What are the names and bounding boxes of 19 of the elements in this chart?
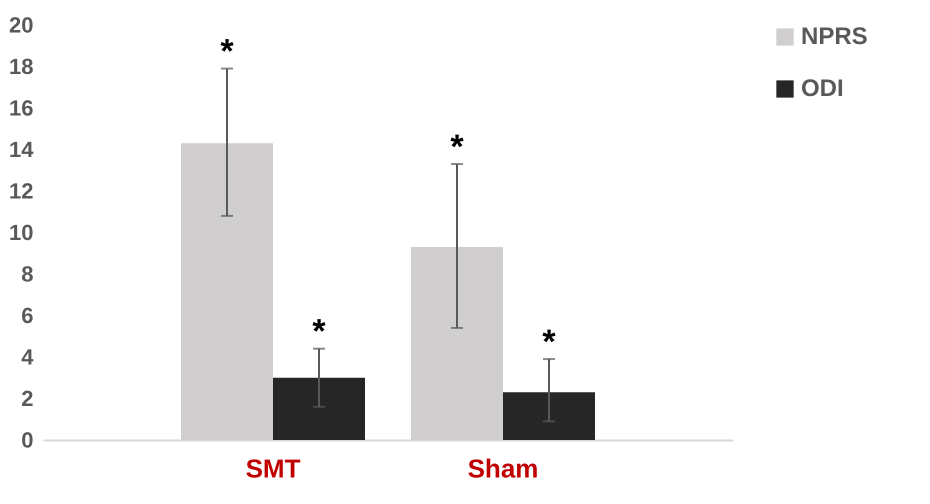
annotation: * <box>542 323 556 362</box>
y-tick-label: 8 <box>21 262 34 286</box>
y-tick-label: 16 <box>9 96 34 120</box>
y-tick-label: 18 <box>9 54 34 79</box>
x-tick-label: Sham <box>468 454 538 484</box>
y-tick-label: 4 <box>21 344 34 370</box>
y-tick-label: 6 <box>21 303 34 328</box>
legend-label: ODI <box>801 75 844 102</box>
y-tick-label: 14 <box>9 137 34 162</box>
annotation: * <box>220 32 234 71</box>
annotation: * <box>450 128 464 166</box>
y-tick-label: 10 <box>9 220 34 245</box>
y-tick-label: 12 <box>9 178 34 204</box>
x-tick-label: SMT <box>246 454 301 484</box>
legend-label: NPRS <box>801 23 868 50</box>
annotation: * <box>312 312 326 351</box>
y-tick-label: 20 <box>9 12 34 38</box>
y-tick-label: 0 <box>21 428 34 452</box>
y-tick-label: 2 <box>21 386 34 411</box>
